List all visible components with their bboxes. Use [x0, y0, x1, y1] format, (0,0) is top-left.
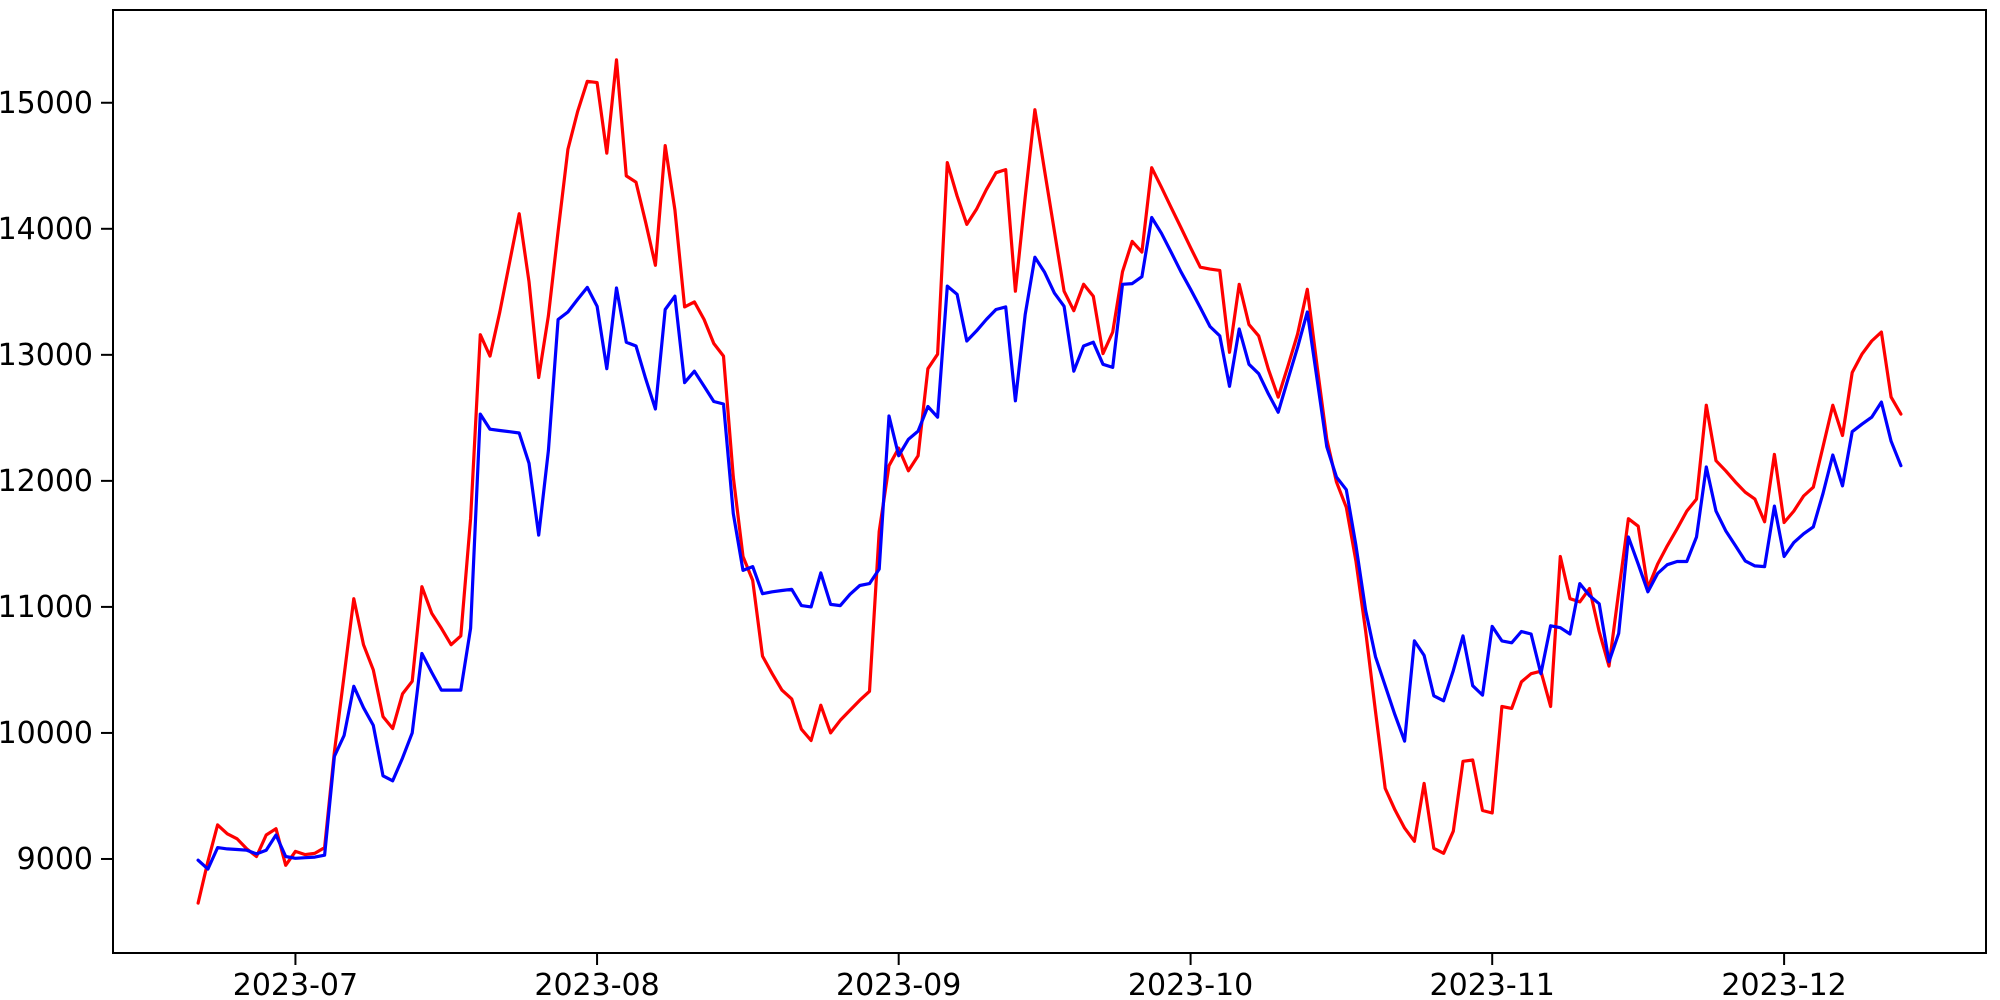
x-tick-label: 2023-11 — [1430, 968, 1555, 1000]
series-red-line — [196, 58, 1903, 905]
plot-border — [112, 9, 1987, 954]
y-tick-label: 9000 — [17, 842, 93, 877]
x-tick-label: 2023-12 — [1721, 968, 1846, 1000]
series-blue-line — [196, 215, 1903, 871]
x-tick-label: 2023-07 — [233, 968, 358, 1000]
y-axis-ticks: 9000 10000 11000 12000 13000 14000 15000 — [0, 86, 113, 877]
x-tick-label: 2023-09 — [836, 968, 961, 1000]
y-tick-label: 12000 — [0, 464, 93, 499]
series-lines — [196, 58, 1903, 905]
y-tick-label: 13000 — [0, 338, 93, 373]
y-tick-label: 14000 — [0, 212, 93, 247]
x-tick-label: 2023-08 — [534, 968, 659, 1000]
x-axis-ticks: 2023-07 2023-08 2023-09 2023-10 2023-11 2023-… — [233, 953, 1847, 1000]
y-tick-label: 11000 — [0, 590, 93, 625]
y-tick-label: 15000 — [0, 86, 93, 121]
x-tick-label: 2023-10 — [1128, 968, 1253, 1000]
y-tick-label: 10000 — [0, 716, 93, 751]
